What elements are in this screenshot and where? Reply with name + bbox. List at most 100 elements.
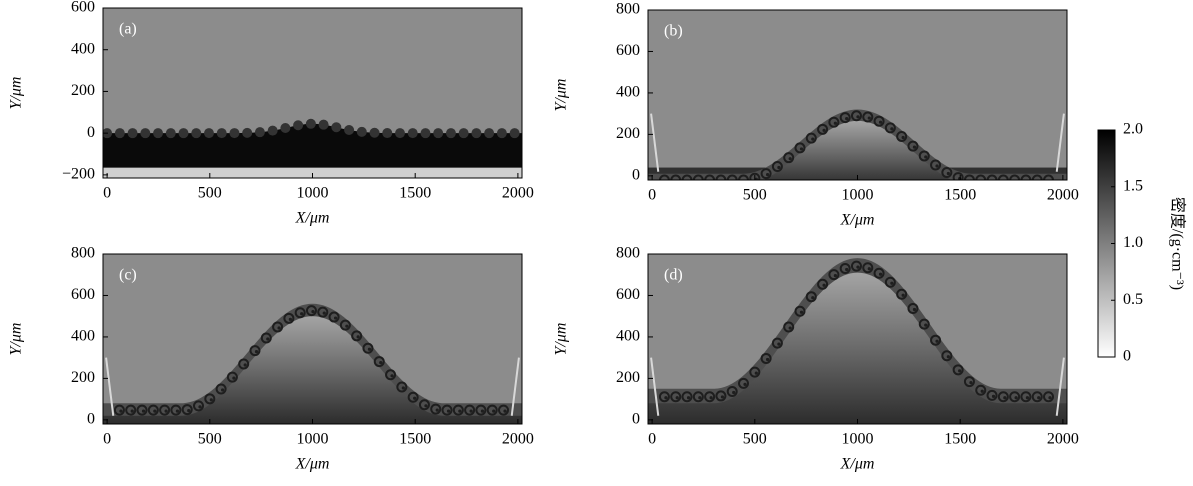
edge-right	[510, 357, 520, 416]
x-tick-label: 2000	[502, 185, 534, 202]
curl-core	[469, 409, 473, 413]
x-axis-label: X/μm	[295, 210, 330, 227]
curl-core	[198, 405, 202, 409]
curl-core	[288, 317, 292, 321]
x-tick-label: 0	[103, 431, 111, 448]
curl	[658, 391, 670, 403]
curl-core	[788, 157, 792, 161]
curl	[407, 391, 419, 403]
curl-core	[322, 311, 326, 315]
curl	[862, 111, 874, 123]
curl	[726, 174, 738, 180]
curl-core	[1014, 396, 1018, 400]
curl-core	[833, 121, 837, 125]
curl	[839, 112, 851, 124]
curl-core	[777, 342, 781, 346]
curl	[159, 404, 171, 416]
curl-core	[458, 409, 462, 413]
ripple	[407, 128, 418, 139]
curl-core	[878, 120, 883, 124]
curl	[125, 404, 137, 416]
curl	[715, 390, 727, 402]
curl-core	[935, 164, 939, 168]
curl	[986, 389, 998, 401]
curl-core	[777, 165, 781, 170]
curl-core	[946, 355, 950, 359]
ripple	[114, 128, 125, 139]
curl	[430, 403, 442, 415]
curl-core	[446, 409, 451, 413]
curl	[963, 376, 975, 388]
curl	[681, 174, 693, 180]
curl-core	[799, 310, 804, 314]
ripple	[344, 125, 355, 136]
curl	[339, 319, 351, 331]
curl-core	[856, 115, 860, 119]
x-axis-label: X/μm	[840, 456, 875, 473]
ripple	[293, 120, 304, 131]
panel-label: (b)	[664, 23, 683, 40]
curl	[715, 174, 727, 180]
curl	[817, 123, 829, 135]
ripple	[318, 119, 329, 130]
curl-core	[845, 116, 849, 121]
colorbar-tick-label: 2.0	[1123, 121, 1143, 138]
y-tick-label: 200	[616, 369, 640, 386]
y-tick-label: 600	[71, 0, 95, 16]
curl-core	[345, 324, 349, 328]
curl	[351, 330, 363, 342]
curl-core	[413, 396, 417, 400]
x-tick-label: 0	[648, 187, 656, 204]
curl-core	[1025, 396, 1030, 400]
ripple	[369, 127, 380, 138]
curl	[1043, 174, 1055, 180]
curl-core	[720, 395, 725, 399]
curl	[1020, 391, 1032, 403]
curl-core	[822, 128, 826, 132]
curl-core	[130, 409, 134, 413]
curl	[839, 262, 851, 274]
curl-core	[856, 265, 860, 269]
curl-core	[175, 409, 180, 413]
x-tick-label: 1500	[944, 431, 976, 448]
y-tick-label: 600	[71, 286, 95, 303]
curl	[941, 166, 953, 178]
x-tick-label: 2000	[1047, 431, 1079, 448]
interior	[648, 272, 1067, 424]
curl-core	[356, 335, 360, 339]
ripple	[229, 128, 240, 139]
curl-core	[1037, 396, 1041, 400]
y-tick-label: 0	[632, 411, 640, 428]
curl	[997, 391, 1009, 403]
curl	[930, 334, 942, 346]
curl	[193, 400, 205, 412]
curl-core	[492, 409, 496, 413]
curl	[749, 366, 761, 378]
ripple	[280, 123, 291, 134]
curl-core	[833, 274, 837, 278]
curl	[260, 332, 272, 344]
ripple	[127, 128, 138, 139]
curl	[692, 391, 704, 403]
curl	[771, 161, 783, 173]
curl-core	[878, 272, 883, 276]
curl	[907, 302, 919, 314]
colorbar-tick-label: 0.5	[1123, 291, 1143, 308]
field-bottom	[103, 167, 522, 178]
ripple	[153, 128, 164, 139]
curl	[1020, 174, 1032, 180]
curl	[783, 321, 795, 333]
curl-core	[811, 296, 815, 300]
edge-right	[1055, 113, 1065, 172]
ripple	[305, 118, 316, 129]
curl	[749, 172, 761, 180]
curl	[794, 142, 806, 154]
curl-core	[254, 350, 259, 354]
ripple	[267, 125, 278, 136]
interior	[103, 316, 522, 424]
curl	[147, 404, 159, 416]
curl	[986, 174, 998, 180]
x-tick-label: 2000	[1047, 187, 1079, 204]
y-axis-label: Y/μm	[8, 323, 25, 356]
